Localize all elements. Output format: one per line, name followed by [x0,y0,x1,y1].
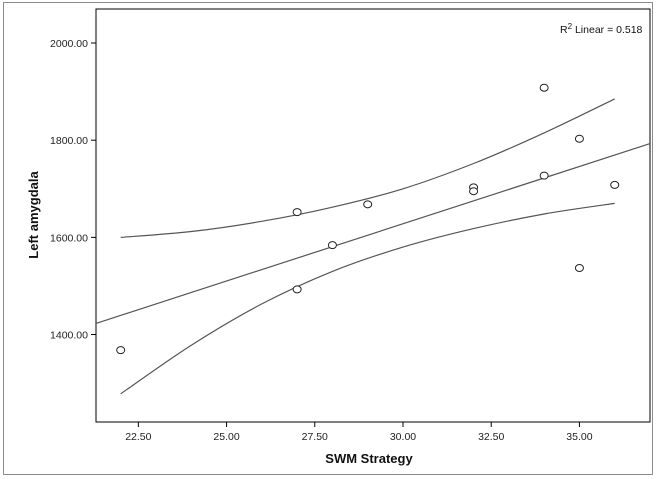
x-tick-label: 35.00 [566,431,592,443]
y-tick-label: 2000.00 [50,38,88,50]
y-tick-label: 1800.00 [50,135,88,147]
y-axis-title: Left amygdala [26,171,41,259]
data-point [539,83,549,92]
x-axis-title: SWM Strategy [325,451,413,466]
r2-annotation: R2 Linear = 0.518 [560,22,643,36]
plot-area [95,8,651,423]
regression-line [95,143,651,324]
r2-superscript: 2 [568,22,573,31]
y-axis: 1400.00 1600.00 1800.00 2000.00 [50,38,96,342]
r2-prefix: R [560,24,568,36]
y-tick-label: 1400.00 [50,330,88,342]
x-tick-label: 25.00 [213,431,239,443]
chart-frame: 1400.00 1600.00 1800.00 2000.00 22.50 25.00 2… [3,2,653,475]
data-point [469,187,479,196]
data-point [292,208,302,217]
y-tick-label: 1600.00 [50,232,88,244]
data-point [539,171,549,180]
data-point [574,134,584,143]
x-axis: 22.50 25.00 27.50 30.00 32.50 35.00 [125,422,593,443]
confidence-lower-curve [120,202,615,395]
r2-value: Linear = 0.518 [572,24,643,36]
data-point [116,346,126,355]
x-tick-label: 22.50 [125,431,151,443]
data-points [116,83,620,355]
x-tick-label: 27.50 [302,431,328,443]
confidence-upper-curve [120,98,615,238]
data-point [327,241,337,250]
fit-lines [95,98,651,395]
data-point [292,285,302,294]
data-point [610,180,620,189]
x-tick-label: 30.00 [390,431,416,443]
data-point [363,200,373,209]
data-point [574,263,584,272]
x-tick-label: 32.50 [478,431,504,443]
